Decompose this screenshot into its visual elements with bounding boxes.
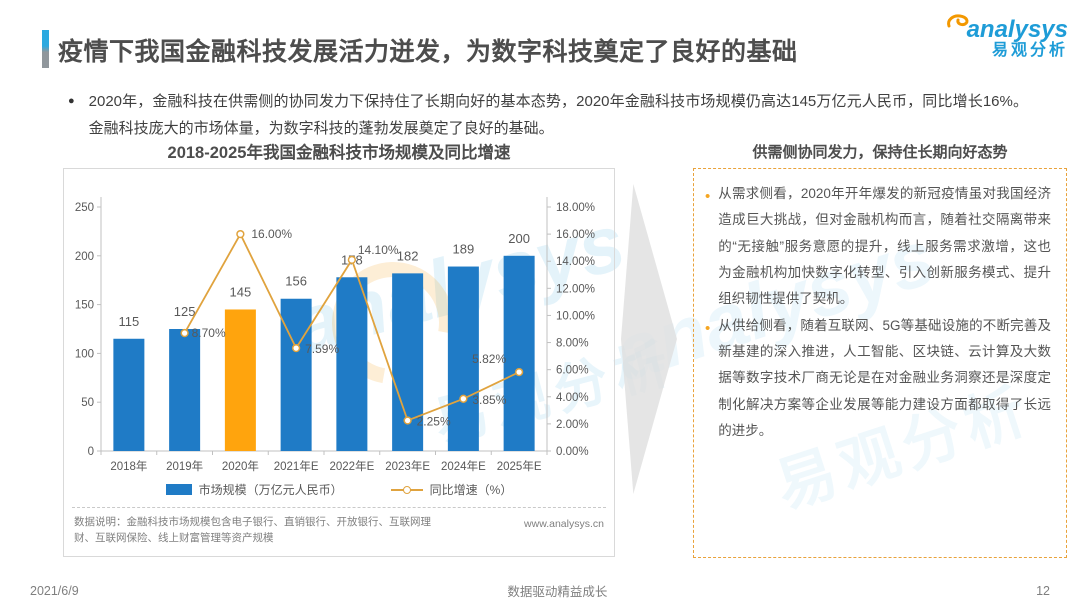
- svg-text:2021年E: 2021年E: [274, 459, 319, 473]
- insight-panel-title: 供需侧协同发力，保持住长期向好态势: [752, 144, 1008, 161]
- svg-text:156: 156: [285, 274, 307, 289]
- list-item: • 从需求侧看，2020年开年爆发的新冠疫情虽对我国经济造成巨大挑战，但对金融机…: [705, 181, 1051, 313]
- footer: 2021/6/9 数据驱动精益成长 12: [0, 581, 1080, 600]
- chart-title: 2018-2025年我国金融科技市场规模及同比增速: [167, 144, 511, 162]
- svg-text:182: 182: [397, 248, 419, 263]
- page-title: 疫情下我国金融科技发展活力迸发，为数字科技奠定了良好的基础: [58, 38, 798, 66]
- list-item: • 从供给侧看，随着互联网、5G等基础设施的不断完善及新基建的深入推进，人工智能…: [705, 313, 1051, 445]
- svg-text:2.25%: 2.25%: [417, 415, 451, 429]
- svg-text:2025年E: 2025年E: [497, 459, 542, 473]
- svg-text:0: 0: [88, 446, 94, 458]
- svg-text:8.00%: 8.00%: [556, 338, 589, 350]
- legend-item-growth-rate: 同比增速（%）: [390, 481, 513, 498]
- footer-slogan: 数据驱动精益成长: [507, 585, 608, 599]
- svg-text:2020年: 2020年: [222, 459, 259, 473]
- analysys-website-link[interactable]: www.analysys.cn: [524, 518, 604, 530]
- svg-text:100: 100: [75, 348, 94, 360]
- market-size-growth-chart: 0 50 100 150 200 250 0.00% 2.00% 4.00% 6.00% 8.00%…: [75, 197, 595, 473]
- svg-text:0.00%: 0.00%: [556, 446, 589, 458]
- svg-text:12.00%: 12.00%: [556, 283, 595, 295]
- chart-legend: 市场规模（万亿元人民币） 同比增速（%）: [64, 481, 614, 498]
- line-swatch-icon: [390, 485, 423, 494]
- svg-text:10.00%: 10.00%: [556, 310, 595, 322]
- svg-text:200: 200: [508, 231, 530, 246]
- svg-text:5.82%: 5.82%: [472, 352, 506, 366]
- chart-note-row: 数据说明：金融科技市场规模包含电子银行、直销银行、开放银行、互联网理财、互联网保…: [72, 507, 606, 556]
- svg-text:4.00%: 4.00%: [556, 392, 589, 404]
- svg-text:2019年: 2019年: [166, 459, 203, 473]
- intro-text: 2020年，金融科技在供需侧的协同发力下保持住了长期向好的基本态势，2020年金…: [88, 93, 1028, 137]
- svg-text:16.00%: 16.00%: [251, 227, 292, 241]
- legend-label: 同比增速（%）: [429, 483, 513, 497]
- svg-text:125: 125: [174, 304, 196, 319]
- svg-text:16.00%: 16.00%: [556, 229, 595, 241]
- analysys-logo: analysys 易观分析: [943, 12, 1068, 59]
- svg-text:189: 189: [453, 242, 475, 257]
- chart-section: 2018-2025年我国金融科技市场规模及同比增速 0 50 100 150 200 25…: [63, 142, 615, 557]
- page-number: 12: [1036, 583, 1050, 598]
- svg-text:2.00%: 2.00%: [556, 419, 589, 431]
- logo-brand-text: analysys: [966, 16, 1068, 43]
- bullet-dot-icon: ●: [68, 95, 75, 107]
- insight-panel: 供需侧协同发力，保持住长期向好态势 • 从需求侧看，2020年开年爆发的新冠疫情…: [693, 142, 1067, 558]
- svg-text:3.85%: 3.85%: [472, 393, 506, 407]
- svg-text:8.70%: 8.70%: [192, 326, 226, 340]
- bullet-dot-icon: •: [705, 319, 711, 337]
- footer-date: 2021/6/9: [30, 583, 79, 598]
- svg-text:14.10%: 14.10%: [358, 243, 399, 257]
- svg-text:150: 150: [75, 300, 94, 312]
- logo-swirl-icon: [943, 12, 973, 40]
- legend-label: 市场规模（万亿元人民币）: [198, 483, 343, 497]
- svg-text:14.00%: 14.00%: [556, 256, 595, 268]
- insight-demand-side-text: 从需求侧看，2020年开年爆发的新冠疫情虽对我国经济造成巨大挑战，但对金融机构而…: [718, 186, 1051, 307]
- svg-text:145: 145: [230, 284, 252, 299]
- svg-text:18.00%: 18.00%: [556, 202, 595, 214]
- svg-text:2022年E: 2022年E: [329, 459, 374, 473]
- data-note: 数据说明：金融科技市场规模包含电子银行、直销银行、开放银行、互联网理财、互联网保…: [74, 516, 431, 545]
- bar-swatch-icon: [165, 484, 192, 495]
- svg-text:250: 250: [75, 202, 94, 214]
- legend-item-market-size: 市场规模（万亿元人民币）: [165, 481, 343, 498]
- intro-paragraph: ● 2020年，金融科技在供需侧的协同发力下保持住了长期向好的基本态势，2020…: [68, 88, 1028, 142]
- title-accent-bar: [42, 30, 49, 68]
- svg-text:7.59%: 7.59%: [305, 342, 339, 356]
- bullet-dot-icon: •: [705, 188, 711, 205]
- insight-supply-side-text: 从供给侧看，随着互联网、5G等基础设施的不断完善及新基建的深入推进，人工智能、区…: [718, 317, 1051, 438]
- right-arrow-shape: [621, 184, 677, 494]
- svg-text:2018年: 2018年: [110, 459, 147, 473]
- logo-brand-cn-text: 易观分析: [991, 42, 1068, 59]
- svg-text:200: 200: [75, 251, 94, 263]
- chart-box: 0 50 100 150 200 250 0.00% 2.00% 4.00% 6.00% 8.00%…: [63, 168, 615, 557]
- svg-text:2024年E: 2024年E: [441, 459, 486, 473]
- svg-text:115: 115: [119, 314, 140, 329]
- svg-text:6.00%: 6.00%: [556, 365, 589, 377]
- svg-text:50: 50: [81, 397, 94, 409]
- svg-text:2023年E: 2023年E: [385, 459, 430, 473]
- insight-panel-box: • 从需求侧看，2020年开年爆发的新冠疫情虽对我国经济造成巨大挑战，但对金融机…: [693, 168, 1067, 558]
